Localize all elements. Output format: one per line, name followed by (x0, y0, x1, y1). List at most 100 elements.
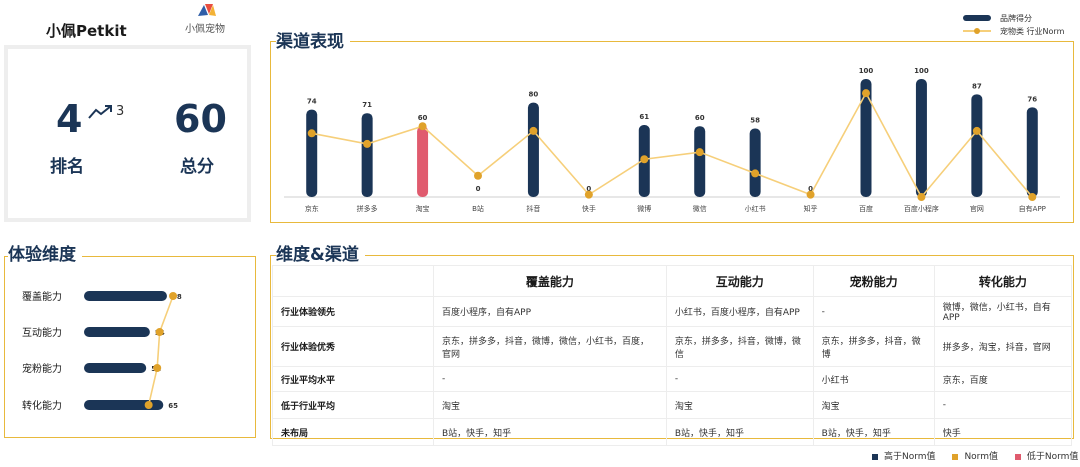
table-cell: - (433, 366, 667, 392)
data-label: 0 (586, 185, 591, 193)
bottom-legend: 高于Norm值 Norm值 低于Norm值 (872, 449, 1078, 462)
bar (84, 327, 150, 337)
table-cell: 小红书 (812, 366, 935, 392)
data-label: 71 (362, 101, 372, 109)
channel-panel (270, 41, 1074, 223)
total-label: 总分 (180, 157, 214, 177)
rank-delta: 3 (116, 104, 125, 119)
data-label: 58 (750, 117, 760, 125)
above-norm-label: 高于Norm值 (884, 452, 936, 462)
bar (915, 79, 927, 197)
norm-line (311, 91, 1033, 199)
bar (749, 128, 761, 197)
x-tick-label: 微信 (693, 204, 707, 213)
data-label: 87 (972, 82, 982, 90)
bar (417, 126, 429, 197)
norm-point (584, 190, 593, 199)
matrix-header-row: 覆盖能力 互动能力 宠粉能力 转化能力 (272, 265, 1073, 297)
table-row: 行业体验优秀 京东，拼多多，抖音，微博，微信，小红书，百度，官网 京东，拼多多，… (272, 326, 1073, 367)
norm-point (1028, 193, 1037, 201)
table-cell: 百度小程序，自有APP (433, 296, 667, 327)
row-label: 行业体验优秀 (272, 326, 434, 367)
norm-point (307, 129, 316, 138)
experience-title: 体验维度 (8, 247, 82, 264)
table-cell: 京东，百度 (933, 366, 1073, 392)
bar (971, 94, 983, 197)
bar (306, 109, 318, 197)
x-tick-label: 百度 (859, 204, 873, 213)
column-header: 宠粉能力 (812, 265, 935, 297)
below-norm-swatch (1014, 453, 1021, 460)
table-row: 未布局 B站，快手，知乎 B站，快手，知乎 B站，快手，知乎 快手 (272, 418, 1073, 446)
row-label: 行业平均水平 (272, 366, 434, 392)
table-cell: 拼多多，淘宝，抖音，官网 (933, 326, 1073, 367)
data-label: 100 (914, 67, 929, 75)
legend-brand-label: 品牌得分 (1000, 14, 1032, 23)
norm-point (917, 193, 926, 201)
norm-line (147, 295, 174, 406)
data-label: 80 (529, 91, 539, 99)
table-cell: - (812, 296, 935, 327)
dimension-label: 覆盖能力 (22, 290, 62, 303)
x-tick-label: B站 (472, 204, 484, 213)
column-header: 互动能力 (665, 265, 814, 297)
data-label: 0 (476, 185, 481, 193)
brand-name: 小佩Petkit (46, 22, 127, 40)
x-tick-label: 快手 (582, 204, 596, 213)
table-row: 行业体验领先 百度小程序，自有APP 小红书，百度小程序，自有APP - 微博，… (272, 296, 1073, 327)
column-header: 覆盖能力 (433, 265, 667, 297)
bar (84, 363, 147, 373)
norm-swatch (952, 453, 959, 460)
column-header: 转化能力 (933, 265, 1073, 297)
table-cell: B站，快手，知乎 (812, 418, 935, 446)
data-label: 60 (695, 114, 705, 122)
norm-point (751, 169, 760, 178)
table-cell: 快手 (933, 418, 1073, 446)
norm-point (418, 122, 427, 131)
legend-norm-label: 宠物类 行业Norm (1000, 27, 1065, 36)
data-label: 100 (859, 67, 874, 75)
norm-point (862, 89, 870, 98)
norm-point (474, 171, 482, 180)
rank-label: 排名 (50, 157, 84, 177)
data-label: 74 (307, 98, 317, 106)
norm-point (155, 328, 164, 336)
legend-bar-icon (963, 15, 991, 21)
x-tick-label: 自有APP (1019, 204, 1046, 213)
norm-label: Norm值 (964, 452, 998, 462)
data-label: 76 (1027, 95, 1037, 103)
row-label: 行业体验领先 (272, 296, 434, 327)
table-cell: 京东，拼多多，抖音，微博 (812, 326, 935, 367)
matrix-table: 覆盖能力 互动能力 宠粉能力 转化能力 行业体验领先 百度小程序，自有APP 小… (272, 265, 1073, 446)
norm-point (153, 364, 162, 372)
table-cell: B站，快手，知乎 (665, 418, 814, 446)
legend-line-icon (963, 28, 991, 34)
table-row: 行业平均水平 - - 小红书 京东，百度 (272, 366, 1073, 392)
brand-logo (198, 4, 216, 16)
norm-point (806, 190, 815, 199)
x-tick-label: 淘宝 (416, 204, 430, 213)
table-cell: B站，快手，知乎 (433, 418, 667, 446)
table-cell: 淘宝 (665, 391, 814, 419)
data-label: 0 (808, 185, 813, 193)
x-tick-label: 拼多多 (357, 204, 378, 213)
norm-point (640, 155, 649, 164)
logo-caption: 小佩宠物 (185, 24, 225, 35)
bar (527, 102, 539, 197)
norm-point (169, 292, 178, 300)
table-cell: 京东，拼多多，抖音，微博，微信，小红书，百度，官网 (433, 326, 667, 367)
matrix-corner (272, 265, 434, 297)
norm-point (972, 126, 981, 135)
table-cell: - (933, 391, 1073, 419)
x-tick-label: 京东 (305, 204, 319, 213)
total-value: 60 (174, 97, 227, 141)
table-cell: 淘宝 (433, 391, 667, 419)
x-tick-label: 知乎 (804, 204, 818, 213)
dimension-label: 转化能力 (22, 399, 62, 412)
data-label: 60 (418, 114, 428, 122)
bar (860, 79, 872, 197)
bar (84, 291, 167, 301)
norm-point (529, 126, 538, 135)
score-card (4, 45, 251, 222)
norm-point (144, 401, 153, 409)
